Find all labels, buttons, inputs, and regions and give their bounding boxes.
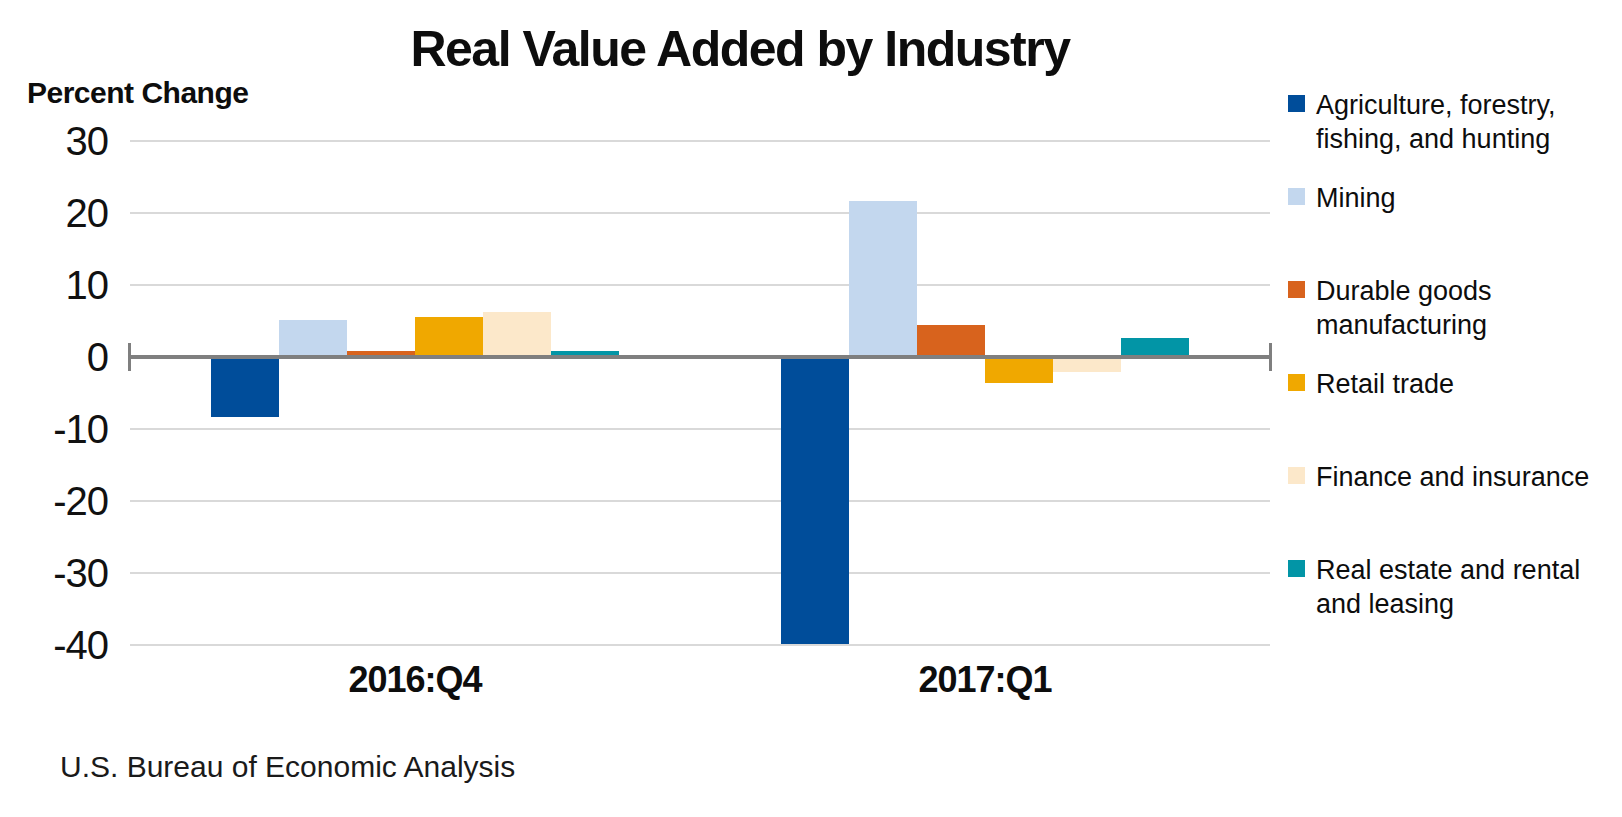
gridline--40 [130,644,1270,646]
category-label-2016q4: 2016:Q4 [130,659,700,701]
legend-label-mining: Mining [1316,181,1396,215]
y-tick-label-0: 0 [8,336,108,378]
legend-label-durable-goods-manufacturing: Durable goods manufacturing [1316,274,1622,342]
legend-swatch-retail-trade [1288,374,1305,391]
bar-2017-q1-mining [849,201,917,357]
gridline-20 [130,212,1270,214]
y-tick-label--30: -30 [8,552,108,594]
bar-2016-q4-finance-and-insurance [483,312,551,357]
y-tick-label-30: 30 [8,120,108,162]
bar-2017-q1-finance-and-insurance [1053,357,1121,372]
gridline--10 [130,428,1270,430]
legend-swatch-real-estate-and-rental-and-leasing [1288,560,1305,577]
legend-item-durable-goods-manufacturing: Durable goods manufacturing [1288,274,1622,367]
y-tick-label--20: -20 [8,480,108,522]
bar-2017-q1-retail-trade [985,357,1053,383]
y-tick-label--10: -10 [8,408,108,450]
gridline--30 [130,572,1270,574]
category-label-2017q1: 2017:Q1 [700,659,1270,701]
legend-swatch-mining [1288,188,1305,205]
gridline-30 [130,140,1270,142]
legend-label-finance-and-insurance: Finance and insurance [1316,460,1589,494]
bar-2017-q1-agriculture-forestry-fishing-and-hunting [781,357,849,644]
legend-item-finance-and-insurance: Finance and insurance [1288,460,1622,553]
legend-label-agriculture-forestry-fishing-and-hunting: Agriculture, forestry, fishing, and hunt… [1316,88,1622,156]
bar-2016-q4-retail-trade [415,317,483,357]
legend-label-real-estate-and-rental-and-leasing: Real estate and rental and leasing [1316,553,1622,621]
legend: Agriculture, forestry, fishing, and hunt… [1288,88,1622,646]
y-tick-label-20: 20 [8,192,108,234]
legend-item-retail-trade: Retail trade [1288,367,1622,460]
chart-title: Real Value Added by Industry [0,20,1480,78]
x-axis-line [128,355,1272,359]
bar-2016-q4-agriculture-forestry-fishing-and-hunting [211,357,279,417]
legend-item-real-estate-and-rental-and-leasing: Real estate and rental and leasing [1288,553,1622,646]
source-note: U.S. Bureau of Economic Analysis [60,750,515,784]
legend-swatch-agriculture-forestry-fishing-and-hunting [1288,95,1305,112]
axis-end-tick-right [1269,343,1272,371]
legend-item-mining: Mining [1288,181,1622,274]
legend-swatch-durable-goods-manufacturing [1288,281,1305,298]
gridline-10 [130,284,1270,286]
bar-2016-q4-mining [279,320,347,357]
legend-swatch-finance-and-insurance [1288,467,1305,484]
bar-2017-q1-durable-goods-manufacturing [917,325,985,357]
y-tick-label-10: 10 [8,264,108,306]
legend-label-retail-trade: Retail trade [1316,367,1454,401]
y-tick-label--40: -40 [8,624,108,666]
axis-end-tick-left [128,343,131,371]
y-axis-title: Percent Change [27,76,248,110]
legend-item-agriculture-forestry-fishing-and-hunting: Agriculture, forestry, fishing, and hunt… [1288,88,1622,181]
plot-area [130,141,1270,645]
gridline--20 [130,500,1270,502]
